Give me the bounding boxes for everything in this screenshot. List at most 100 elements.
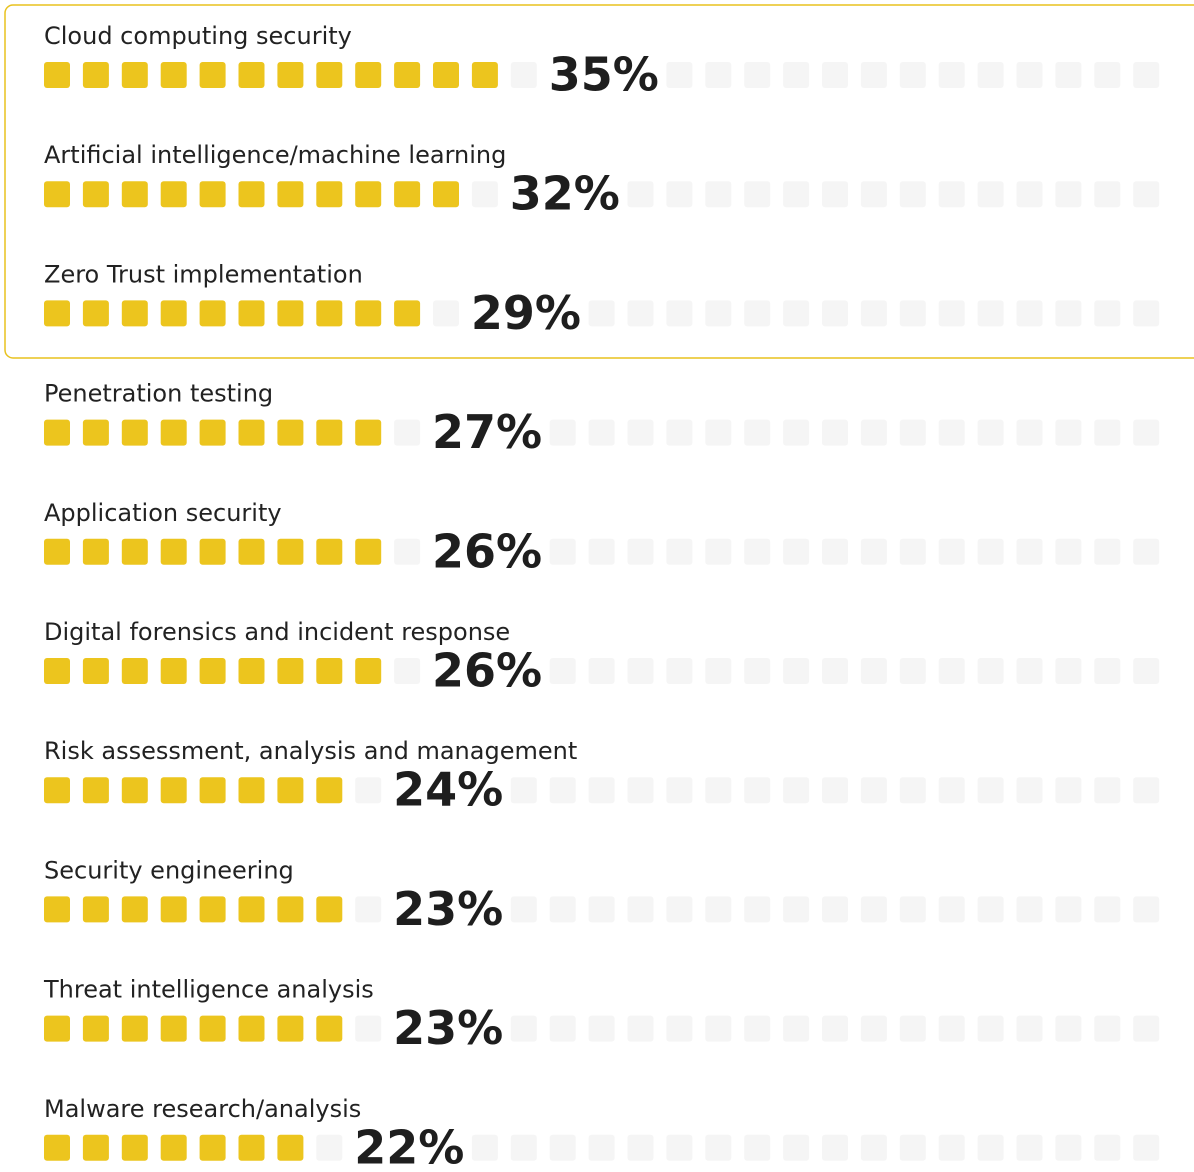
empty-square — [1094, 777, 1121, 804]
filled-square — [355, 300, 382, 327]
empty-square — [705, 777, 732, 804]
category-label: Cloud computing security — [44, 22, 352, 50]
filled-square — [160, 1134, 187, 1161]
empty-square — [899, 777, 926, 804]
empty-square — [666, 300, 693, 327]
filled-square — [433, 181, 459, 208]
filled-square — [121, 300, 148, 327]
empty-square — [860, 777, 887, 804]
empty-square — [744, 538, 771, 565]
filled-square — [199, 538, 226, 565]
empty-square — [1094, 62, 1121, 88]
category-label: Digital forensics and incident response — [44, 618, 510, 646]
empty-square — [1016, 1015, 1043, 1042]
filled-square — [82, 896, 109, 923]
filled-square — [44, 538, 70, 565]
empty-square — [588, 419, 615, 446]
empty-square — [1133, 538, 1160, 565]
empty-square — [860, 62, 887, 88]
empty-square — [1133, 419, 1160, 446]
filled-square — [121, 896, 148, 923]
empty-square — [588, 896, 615, 923]
empty-square — [977, 181, 1004, 208]
filled-square — [316, 181, 343, 208]
filled-square — [121, 181, 148, 208]
empty-square — [744, 419, 771, 446]
category-label: Risk assessment, analysis and management — [44, 737, 577, 765]
empty-square — [899, 538, 926, 565]
empty-square — [627, 419, 654, 446]
filled-square — [160, 538, 187, 565]
empty-square — [705, 62, 732, 88]
empty-square — [899, 419, 926, 446]
empty-square — [1016, 1134, 1043, 1161]
empty-square — [1055, 419, 1082, 446]
empty-square — [1133, 300, 1160, 327]
filled-square — [277, 419, 304, 446]
value-label: 27% — [432, 405, 542, 459]
empty-square — [1016, 777, 1043, 804]
filled-square — [355, 181, 382, 208]
value-label: 26% — [432, 644, 542, 698]
value-label: 29% — [471, 286, 581, 340]
filled-square — [277, 538, 304, 565]
empty-square — [977, 1015, 1004, 1042]
value-label: 26% — [432, 524, 542, 578]
empty-square — [744, 62, 771, 88]
empty-square — [588, 777, 615, 804]
empty-square — [822, 777, 848, 804]
empty-square — [938, 777, 965, 804]
empty-square — [549, 896, 576, 923]
empty-square — [938, 62, 965, 88]
filled-square — [394, 62, 421, 88]
filled-square — [355, 658, 382, 684]
empty-square — [899, 1015, 926, 1042]
empty-square — [588, 658, 615, 684]
filled-square — [44, 777, 70, 804]
filled-square — [394, 181, 421, 208]
empty-square — [588, 1134, 615, 1161]
filled-square — [277, 658, 304, 684]
empty-square — [822, 62, 848, 88]
empty-square — [977, 777, 1004, 804]
empty-square — [1016, 538, 1043, 565]
filled-square — [199, 181, 226, 208]
empty-square — [355, 1015, 382, 1042]
empty-square — [783, 181, 810, 208]
empty-square — [822, 181, 848, 208]
category-label: Application security — [44, 499, 282, 527]
empty-square — [1094, 1015, 1121, 1042]
filled-square — [160, 419, 187, 446]
filled-square — [44, 181, 70, 208]
empty-square — [705, 896, 732, 923]
filled-square — [316, 1015, 343, 1042]
filled-square — [394, 300, 421, 327]
filled-square — [199, 300, 226, 327]
empty-square — [1016, 62, 1043, 88]
filled-square — [238, 62, 265, 88]
filled-square — [160, 896, 187, 923]
empty-square — [510, 896, 537, 923]
empty-square — [627, 181, 654, 208]
empty-square — [627, 1015, 654, 1042]
empty-square — [549, 1134, 576, 1161]
empty-square — [822, 1015, 848, 1042]
empty-square — [1016, 181, 1043, 208]
empty-square — [1133, 1015, 1160, 1042]
filled-square — [316, 777, 343, 804]
empty-square — [977, 62, 1004, 88]
empty-square — [899, 1134, 926, 1161]
category-label: Artificial intelligence/machine learning — [44, 141, 506, 169]
filled-square — [277, 181, 304, 208]
empty-square — [1094, 896, 1121, 923]
value-label: 23% — [393, 1001, 503, 1055]
highlight-box — [4, 4, 1194, 359]
filled-square — [433, 62, 459, 88]
empty-square — [1094, 419, 1121, 446]
value-label: 23% — [393, 882, 503, 936]
filled-square — [82, 777, 109, 804]
empty-square — [627, 538, 654, 565]
empty-square — [666, 658, 693, 684]
empty-square — [744, 181, 771, 208]
